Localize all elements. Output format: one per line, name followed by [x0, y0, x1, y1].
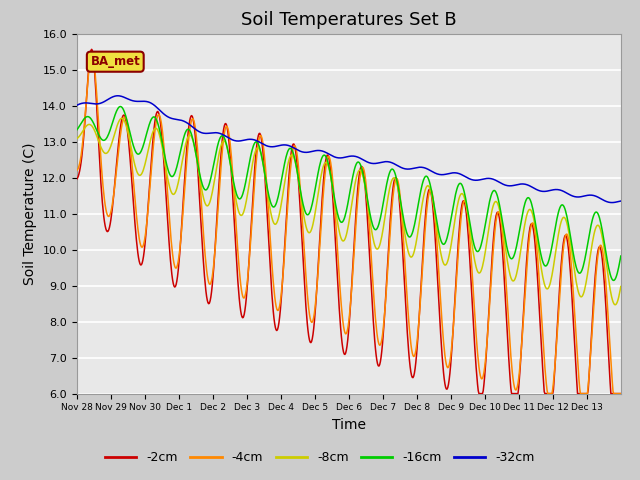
Y-axis label: Soil Temperature (C): Soil Temperature (C): [23, 143, 36, 285]
Legend: -2cm, -4cm, -8cm, -16cm, -32cm: -2cm, -4cm, -8cm, -16cm, -32cm: [100, 446, 540, 469]
X-axis label: Time: Time: [332, 418, 366, 432]
Text: BA_met: BA_met: [90, 55, 140, 68]
Title: Soil Temperatures Set B: Soil Temperatures Set B: [241, 11, 456, 29]
